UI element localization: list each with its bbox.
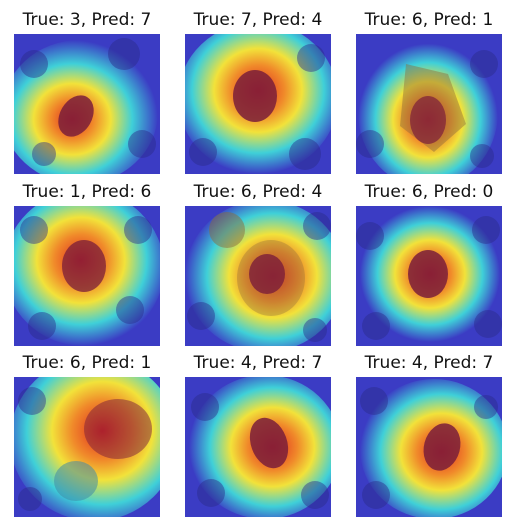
heatmap-image	[185, 377, 331, 517]
panel-title: True: 6, Pred: 1	[22, 353, 152, 373]
heatmap-image	[14, 34, 160, 174]
heatmap-image	[14, 377, 160, 517]
panel-title: True: 6, Pred: 0	[364, 182, 494, 202]
panel-title: True: 6, Pred: 4	[193, 182, 323, 202]
panel-title: True: 6, Pred: 1	[364, 10, 494, 30]
panel-title: True: 4, Pred: 7	[193, 353, 323, 373]
heatmap-image	[14, 206, 160, 346]
panel-title: True: 1, Pred: 6	[22, 182, 152, 202]
panel-title: True: 3, Pred: 7	[22, 10, 152, 30]
heatmap-image	[356, 206, 502, 346]
heatmap-image	[185, 34, 331, 174]
heatmap-image	[356, 34, 502, 174]
heatmap-image	[185, 206, 331, 346]
heatmap-image	[356, 377, 502, 517]
panel-title: True: 4, Pred: 7	[364, 353, 494, 373]
panel-title: True: 7, Pred: 4	[193, 10, 323, 30]
